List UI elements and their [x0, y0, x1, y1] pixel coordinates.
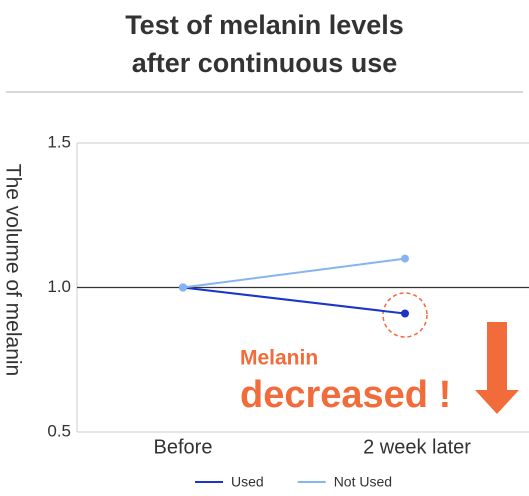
- series-line: [182, 286, 406, 315]
- y-tick-label: 0.5: [47, 421, 71, 440]
- down-arrow: [475, 322, 519, 414]
- highlight-circle: [382, 292, 428, 338]
- chart-title: Test of melanin levels after continuous …: [125, 10, 404, 78]
- y-tick-label: 1.5: [47, 132, 71, 151]
- point: [179, 283, 187, 292]
- legend-label: Used: [231, 474, 264, 490]
- annotation: Melanin: [240, 347, 318, 370]
- y-axis-label: The volume of melanin: [1, 164, 24, 376]
- y-tick-label: 1.0: [47, 277, 71, 296]
- x-tick-label: 2 week later: [363, 436, 471, 458]
- series-line: [182, 257, 406, 289]
- point: [401, 254, 409, 263]
- point: [401, 309, 409, 318]
- annotation: decreased !: [240, 374, 451, 416]
- title-box: Test of melanin levels after continuous …: [0, 6, 529, 82]
- x-tick-label: Before: [154, 436, 213, 458]
- legend-label: Not Used: [334, 474, 392, 490]
